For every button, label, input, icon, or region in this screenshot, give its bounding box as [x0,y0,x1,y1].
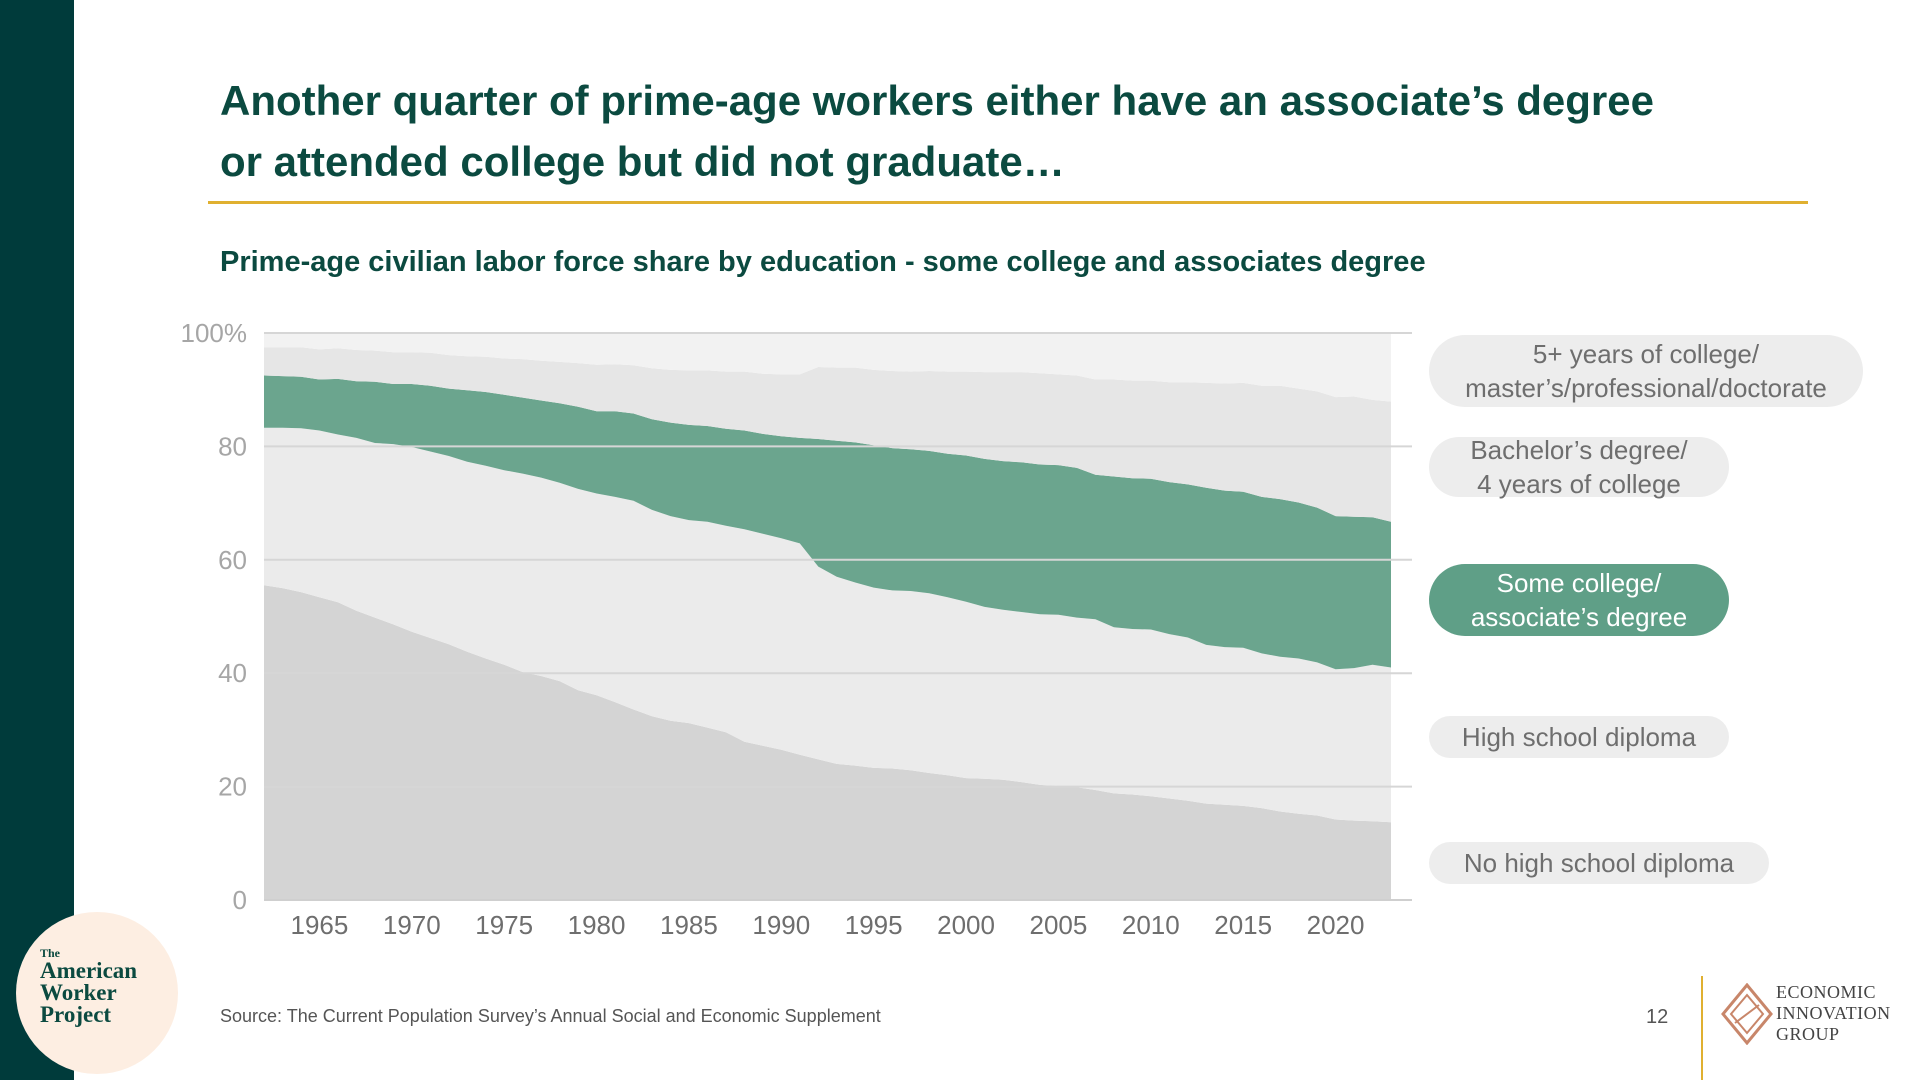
chart-title: Prime-age civilian labor force share by … [220,246,1426,278]
y-tick-label: 20 [218,772,247,802]
x-tick-label: 2010 [1122,910,1180,940]
chart-areas [264,333,1391,900]
awp-logo-the: The [40,946,61,960]
area-no-high-school-diploma [264,585,1391,900]
area-bachelor-s-degree-4-years-of-college [264,347,1391,522]
page-number: 12 [1646,1006,1669,1028]
side-accent-bar [0,0,74,1080]
x-tick-label: 2005 [1030,910,1088,940]
x-tick-label: 1995 [845,910,903,940]
legend-item: 5+ years of college/master’s/professiona… [1429,335,1863,407]
slide-title: Another quarter of prime-age workers eit… [220,70,1800,192]
legend-label-line-1: Some college/ [1496,568,1662,598]
awp-logo-wordmark: American Worker Project [40,958,138,1027]
legend-item: Bachelor’s degree/4 years of college [1429,435,1729,499]
area-5-years-of-college-master-s-professional-doctorate [264,333,1391,402]
legend-label-line-1: Bachelor’s degree/ [1470,435,1688,465]
x-tick-label: 2020 [1307,910,1365,940]
legend-item: No high school diploma [1429,842,1769,884]
legend-label: Bachelor’s degree/4 years of college [1470,433,1687,501]
slide-title-line-1: Another quarter of prime-age workers eit… [220,77,1654,124]
y-tick-label: 40 [218,658,247,688]
american-worker-project-logo [16,912,178,1074]
legend-label: High school diploma [1462,720,1696,754]
awp-logo-line-3: Project [40,1002,112,1027]
legend-item: High school diploma [1429,716,1729,758]
x-tick-label: 2015 [1214,910,1272,940]
legend-label: Some college/associate’s degree [1471,566,1687,634]
y-tick-label: 80 [218,431,247,461]
source-note: Source: The Current Population Survey’s … [220,1006,881,1026]
slide-title-line-2: or attended college but did not graduate… [220,138,1065,185]
legend-label: No high school diploma [1464,846,1734,880]
legend-label: 5+ years of college/master’s/professiona… [1465,337,1827,405]
legend-label-line-2: 4 years of college [1477,469,1681,499]
area-high-school-diploma [264,427,1391,823]
legend-item: Some college/associate’s degree [1429,564,1729,636]
legend-label-line-1: No high school diploma [1463,848,1735,878]
y-tick-label: 100% [181,318,248,348]
x-tick-label: 1975 [475,910,533,940]
x-tick-label: 1965 [291,910,349,940]
area-some-college-associate-s-degree [264,375,1391,670]
eig-line-1: ECONOMIC [1776,982,1877,1002]
legend-label-line-1: 5+ years of college/ [1532,339,1760,369]
y-tick-label: 60 [218,545,247,575]
x-tick-label: 2000 [937,910,995,940]
x-axis-ticks: 1965 1970 1975 1980 1985 1990 1995 2000 2005 2010… [291,910,1365,940]
awp-logo-line-2: Worker [40,980,117,1005]
y-axis-ticks: 0 20 40 60 80 100% [181,318,248,915]
eig-diamond-icon [1721,983,1773,1045]
x-tick-label: 1980 [568,910,626,940]
chart-gridlines [264,332,1412,901]
footer-divider [1701,976,1703,1080]
legend-label-line-2: associate’s degree [1470,602,1688,632]
awp-logo-line-1: American [40,958,138,983]
y-tick-label: 0 [233,885,247,915]
x-tick-label: 1985 [660,910,718,940]
eig-wordmark: ECONOMIC INNOVATION GROUP [1776,982,1891,1045]
eig-line-3: GROUP [1776,1024,1840,1044]
title-divider [208,201,1808,204]
x-tick-label: 1970 [383,910,441,940]
eig-line-2: INNOVATION [1776,1003,1891,1023]
x-tick-label: 1990 [752,910,810,940]
legend-label-line-1: High school diploma [1461,722,1697,752]
legend-label-line-2: master’s/professional/doctorate [1465,373,1827,403]
